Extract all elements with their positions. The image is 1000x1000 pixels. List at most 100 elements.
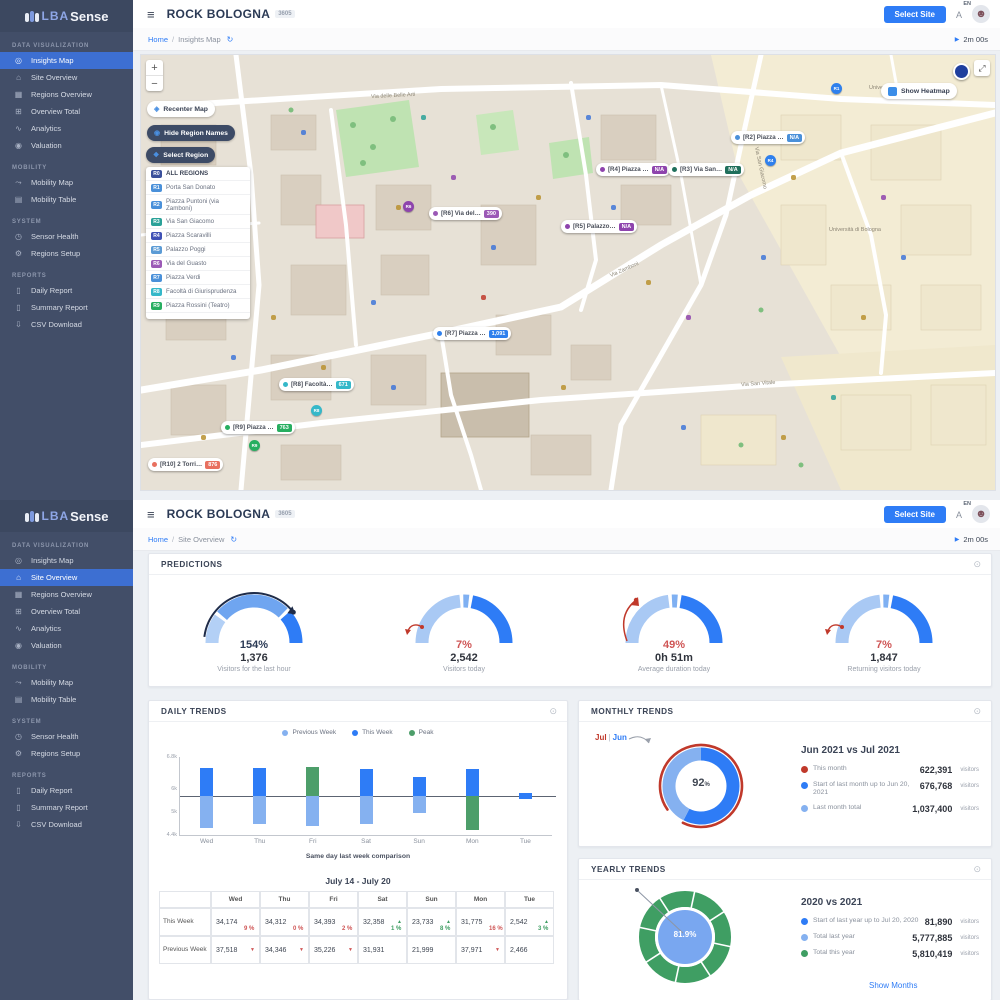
region-row-r7[interactable]: R7 Piazza Verdi: [146, 271, 250, 286]
region-row-r0[interactable]: R0 ALL REGIONS: [146, 167, 250, 181]
map-marker-r3[interactable]: [R3] Via San… N/A: [668, 163, 744, 176]
sidebar-item-sensor-health[interactable]: ◷ Sensor Health: [0, 228, 133, 245]
recenter-icon: ◈: [154, 106, 160, 113]
language-selector[interactable]: A EN: [956, 1, 971, 23]
card-options-icon[interactable]: ⊙: [973, 863, 981, 874]
show-months-link[interactable]: Show Months: [869, 981, 918, 990]
breadcrumb-home[interactable]: Home: [148, 534, 169, 544]
map-poi-icon: [231, 355, 236, 360]
sidebar-item-sensor-health[interactable]: ◷ Sensor Health: [0, 728, 133, 745]
marker-value: 390: [483, 209, 499, 218]
sidebar-item-mobility-table[interactable]: ▤ Mobility Table: [0, 691, 133, 708]
x-axis-label: Mon: [465, 838, 479, 845]
logo-icon: [24, 10, 39, 22]
sidebar-item-label: Overview Total: [31, 107, 81, 116]
avatar[interactable]: ☻: [972, 5, 990, 23]
region-name: ALL REGIONS: [166, 169, 209, 177]
avatar[interactable]: ☻: [972, 505, 990, 523]
sidebar-item-regions-overview[interactable]: ▦ Regions Overview: [0, 586, 133, 603]
map-region-badge-r6[interactable]: R6: [403, 201, 414, 212]
sidebar-item-valuation[interactable]: ◉ Valuation: [0, 137, 133, 154]
sidebar-item-overview-total[interactable]: ⊞ Overview Total: [0, 603, 133, 620]
card-options-icon[interactable]: ⊙: [973, 705, 981, 716]
stat-dot: [801, 918, 808, 925]
refresh-timer: ▶ 2m 00s: [955, 535, 1000, 544]
card-options-icon[interactable]: ⊙: [549, 705, 557, 716]
show-heatmap-button[interactable]: Show Heatmap: [881, 83, 957, 99]
region-row-r1[interactable]: R1 Porta San Donato: [146, 181, 250, 195]
region-row-r2[interactable]: R2 Piazza Puntoni (via Zamboni): [146, 195, 250, 216]
map-region-badge-r8[interactable]: R8: [311, 405, 322, 416]
map-canvas[interactable]: Via delle Belle Arti Università di Bologn…: [141, 55, 995, 490]
refresh-icon[interactable]: ↻: [230, 534, 238, 544]
menu-icon[interactable]: ≡: [147, 506, 155, 522]
select-region-button[interactable]: ❖ Select Region: [146, 147, 216, 163]
select-site-button[interactable]: Select Site: [883, 5, 946, 23]
sidebar-item-analytics[interactable]: ∿ Analytics: [0, 120, 133, 137]
map-poi-icon: [481, 295, 486, 300]
menu-icon[interactable]: ≡: [147, 6, 155, 22]
sidebar-item-regions-overview[interactable]: ▦ Regions Overview: [0, 86, 133, 103]
zoom-in-button[interactable]: +: [146, 60, 163, 76]
refresh-icon[interactable]: ↻: [226, 34, 234, 44]
play-icon[interactable]: ▶: [954, 536, 960, 543]
map-region-badge-r9[interactable]: R9: [249, 440, 260, 451]
sidebar-item-insights-map[interactable]: ◎ Insights Map: [0, 52, 133, 69]
sidebar-item-summary-report[interactable]: ▯ Summary Report: [0, 299, 133, 316]
map-cluster-marker[interactable]: [953, 63, 970, 80]
sidebar-item-mobility-map[interactable]: ⤳ Mobility Map: [0, 674, 133, 691]
bar-above: [518, 793, 532, 796]
sidebar-item-daily-report[interactable]: ▯ Daily Report: [0, 782, 133, 799]
sidebar-item-site-overview[interactable]: ⌂ Site Overview: [0, 569, 133, 586]
fullscreen-button[interactable]: ⤢: [974, 60, 990, 76]
card-options-icon[interactable]: ⊙: [973, 558, 981, 569]
table-col-header: Mon: [456, 891, 505, 908]
sidebar-item-overview-total[interactable]: ⊞ Overview Total: [0, 103, 133, 120]
sidebar-item-site-overview[interactable]: ⌂ Site Overview: [0, 69, 133, 86]
sidebar-item-csv-download[interactable]: ⇩ CSV Download: [0, 816, 133, 833]
map-marker-r4[interactable]: [R4] Piazza … N/A: [596, 163, 671, 176]
map-marker-r8[interactable]: [R8] Facoltà… 671: [279, 378, 354, 391]
sidebar-item-valuation[interactable]: ◉ Valuation: [0, 637, 133, 654]
recenter-map-button[interactable]: ◈ Recenter Map: [147, 101, 215, 117]
play-icon[interactable]: ▶: [954, 36, 960, 43]
region-row-r6[interactable]: R6 Via del Guasto: [146, 257, 250, 272]
map-marker-r5[interactable]: [R5] Palazzo… N/A: [561, 220, 638, 233]
map-marker-r7[interactable]: [R7] Piazza … 1,091: [433, 327, 512, 340]
site-badge: 3605: [275, 510, 295, 518]
language-selector[interactable]: A EN: [956, 501, 971, 523]
region-row-r3[interactable]: R3 Via San Giacomo: [146, 215, 250, 230]
sidebar-item-daily-report[interactable]: ▯ Daily Report: [0, 282, 133, 299]
map-marker-r10[interactable]: [R10] 2 Torri… 876: [148, 458, 224, 471]
card-title: DAILY TRENDS: [161, 706, 227, 716]
sidebar-item-analytics[interactable]: ∿ Analytics: [0, 620, 133, 637]
table-col-header: Tue: [505, 891, 554, 908]
sidebar-item-summary-report[interactable]: ▯ Summary Report: [0, 799, 133, 816]
map-marker-r6[interactable]: [R6] Via del… 390: [429, 207, 502, 220]
region-badge: R5: [151, 245, 162, 254]
breadcrumb-home[interactable]: Home: [148, 34, 169, 44]
zoom-out-button[interactable]: −: [151, 77, 158, 90]
region-row-r9[interactable]: R9 Piazza Rossini (Teatro): [146, 299, 250, 314]
card-header: YEARLY TRENDS ⊙: [579, 859, 991, 880]
sidebar-item-regions-setup[interactable]: ⚙ Regions Setup: [0, 245, 133, 262]
gauge-value: 1,376: [240, 652, 268, 664]
map-marker-r9[interactable]: [R9] Piazza … 763: [221, 421, 295, 434]
analytics-icon: ∿: [15, 124, 22, 133]
map-icon: ◎: [15, 556, 22, 565]
sidebar-item-regions-setup[interactable]: ⚙ Regions Setup: [0, 745, 133, 762]
map-marker-r2[interactable]: [R2] Piazza … N/A: [731, 131, 806, 144]
breadcrumb: Home / Insights Map ↻ ▶ 2m 00s: [133, 28, 1000, 51]
map-region-badge-r1[interactable]: R1: [831, 83, 842, 94]
map-region-badge-r4[interactable]: R4: [765, 155, 776, 166]
sidebar-item-insights-map[interactable]: ◎ Insights Map: [0, 552, 133, 569]
region-row-r4[interactable]: R4 Piazza Scaravilli: [146, 229, 250, 244]
region-row-r5[interactable]: R5 Palazzo Poggi: [146, 243, 250, 258]
region-row-r8[interactable]: R8 Facoltà di Giurisprudenza: [146, 285, 250, 300]
sidebar-item-mobility-map[interactable]: ⤳ Mobility Map: [0, 174, 133, 191]
select-site-button[interactable]: Select Site: [883, 505, 946, 523]
sidebar-item-csv-download[interactable]: ⇩ CSV Download: [0, 316, 133, 333]
table-cell: 32,358 ▲: [358, 908, 407, 936]
hide-region-names-button[interactable]: ◉ Hide Region Names: [147, 125, 235, 141]
sidebar-item-mobility-table[interactable]: ▤ Mobility Table: [0, 191, 133, 208]
